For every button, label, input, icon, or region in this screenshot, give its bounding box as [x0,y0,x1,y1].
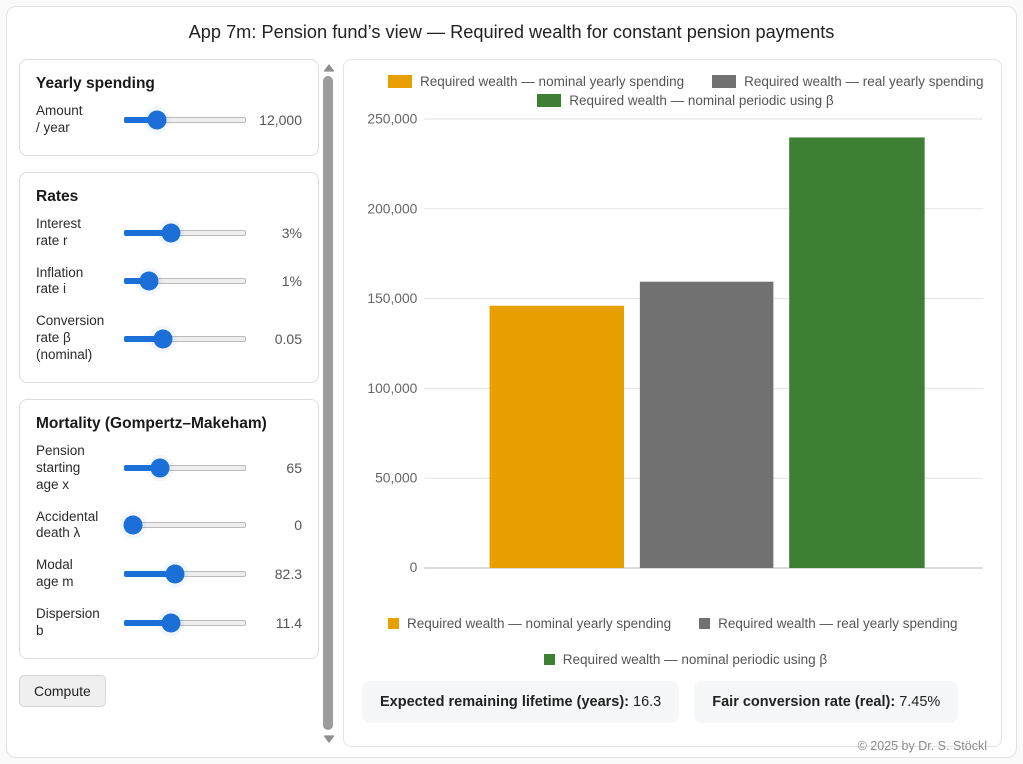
svg-text:250,000: 250,000 [367,110,417,126]
svg-text:0: 0 [410,559,418,575]
svg-text:150,000: 150,000 [367,290,417,306]
svg-text:100,000: 100,000 [367,380,417,396]
svg-text:200,000: 200,000 [367,200,417,216]
svg-text:50,000: 50,000 [375,470,418,486]
